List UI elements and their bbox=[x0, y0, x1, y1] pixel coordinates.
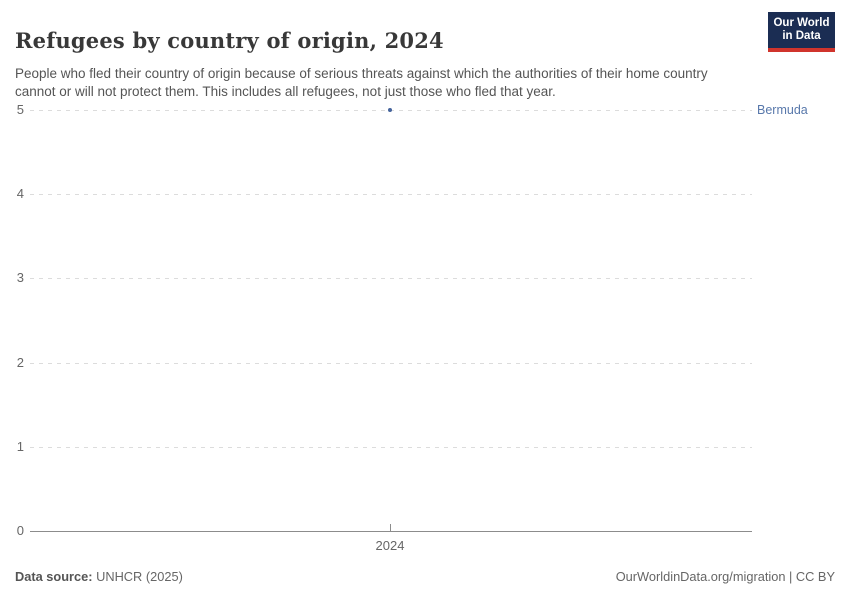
chart-footer: Data source: UNHCR (2025) OurWorldinData… bbox=[15, 569, 835, 584]
y-axis-tick-label: 4 bbox=[16, 186, 24, 202]
y-axis-tick-label: 2 bbox=[16, 354, 24, 370]
x-axis-tick bbox=[389, 524, 391, 531]
y-axis-tick-label: 5 bbox=[16, 102, 24, 117]
gridline bbox=[30, 362, 752, 364]
data-source-note: Data source: UNHCR (2025) bbox=[15, 569, 183, 584]
owid-logo[interactable]: Our World in Data bbox=[768, 12, 835, 52]
y-axis-tick-label: 3 bbox=[16, 270, 24, 286]
gridline bbox=[30, 446, 752, 448]
x-axis-line bbox=[30, 531, 752, 532]
x-axis-tick-label: 2024 bbox=[375, 538, 405, 553]
gridline bbox=[30, 194, 752, 196]
y-axis-tick-label: 1 bbox=[16, 438, 24, 454]
chart-title: Refugees by country of origin, 2024 bbox=[15, 28, 444, 54]
entity-label-bermuda[interactable]: Bermuda bbox=[757, 103, 808, 117]
data-source-value: UNHCR (2025) bbox=[92, 569, 183, 584]
y-axis-tick-label: 0 bbox=[16, 523, 24, 538]
owid-logo-line2: in Data bbox=[782, 30, 821, 42]
owid-logo-line1: Our World bbox=[773, 16, 830, 29]
gridline bbox=[30, 278, 752, 280]
license-credit-link[interactable]: OurWorldinData.org/migration | CC BY bbox=[615, 569, 835, 584]
data-point-bermuda[interactable] bbox=[388, 108, 392, 112]
chart-subtitle: People who fled their country of origin … bbox=[15, 65, 708, 99]
data-source-label: Data source: bbox=[15, 569, 93, 584]
